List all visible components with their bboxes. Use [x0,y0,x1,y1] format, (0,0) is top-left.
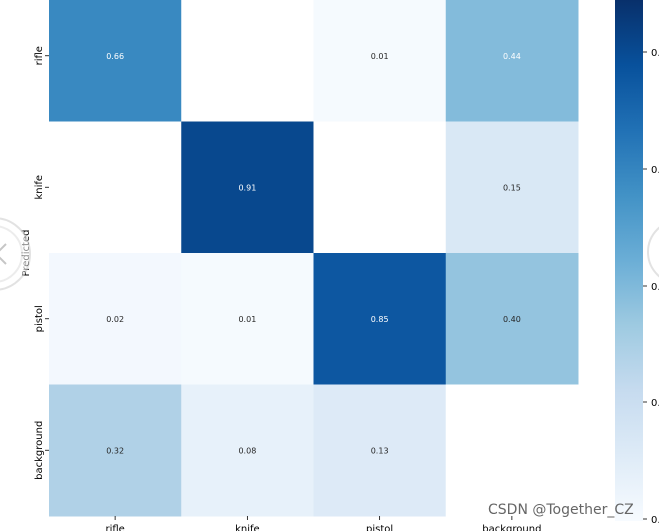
x-tick-label: knife [235,524,260,531]
heatmap-cell [181,384,314,517]
y-tick-label: rifle [34,46,45,65]
colorbar-gradient [615,0,643,521]
x-tick-label: pistol [366,524,393,531]
scroll-left-icon[interactable] [0,217,31,291]
heatmap-value-label: 0.13 [371,446,389,455]
heatmap-cell [49,253,182,385]
heatmap-cell [313,384,447,517]
colorbar-tick-label: 0. [651,165,659,176]
y-tick-labels: rifle knife pistol background [34,46,49,480]
heatmap-value-label: 0.85 [371,315,389,324]
heatmap-cells: 0.66 0.01 0.44 0.91 0.15 0.02 0.01 0.85 0.40 0.32… [49,0,579,517]
heatmap-value-label: 0.15 [503,183,521,192]
heatmap-cell [49,0,182,122]
scroll-right-icon[interactable] [647,220,659,284]
heatmap-value-label: 0.08 [238,446,256,455]
colorbar: 0. 0. 0. 0. 0. [615,0,659,526]
y-tick-label: background [34,421,45,480]
colorbar-tick-label: 0. [651,48,659,59]
heatmap-cell [181,121,314,254]
x-tick-label: rifle [105,524,124,531]
heatmap-cell [181,253,314,385]
heatmap-value-label: 0.32 [106,446,124,455]
colorbar-ticks: 0. 0. 0. 0. 0. [643,48,659,526]
x-tick-label: background [482,524,541,531]
heatmap-value-label: 0.01 [371,52,389,61]
x-tick-labels: rifle knife pistol background [105,516,541,531]
heatmap-cell [313,0,447,122]
heatmap-value-label: 0.40 [503,315,521,324]
colorbar-tick-label: 0. [651,282,659,293]
heatmap-value-label: 0.01 [238,315,256,324]
colorbar-tick-label: 0. [651,515,659,526]
heatmap-cell [445,0,579,122]
heatmap-value-label: 0.91 [238,183,256,192]
heatmap-value-label: 0.02 [106,315,124,324]
watermark-text: CSDN @Together_CZ [488,502,634,518]
heatmap-cell [445,253,579,385]
y-tick-label: pistol [34,305,45,332]
heatmap-cell [181,0,314,122]
heatmap-cell [445,121,579,254]
heatmap-cell [313,253,447,385]
heatmap-value-label: 0.66 [106,52,124,61]
heatmap-cell [49,121,182,254]
heatmap-value-label: 0.44 [503,52,521,61]
heatmap-cell [313,121,447,254]
y-tick-label: knife [34,175,45,200]
colorbar-tick-label: 0. [651,398,659,409]
heatmap-cell [49,384,182,517]
heatmap-cell [445,384,579,517]
